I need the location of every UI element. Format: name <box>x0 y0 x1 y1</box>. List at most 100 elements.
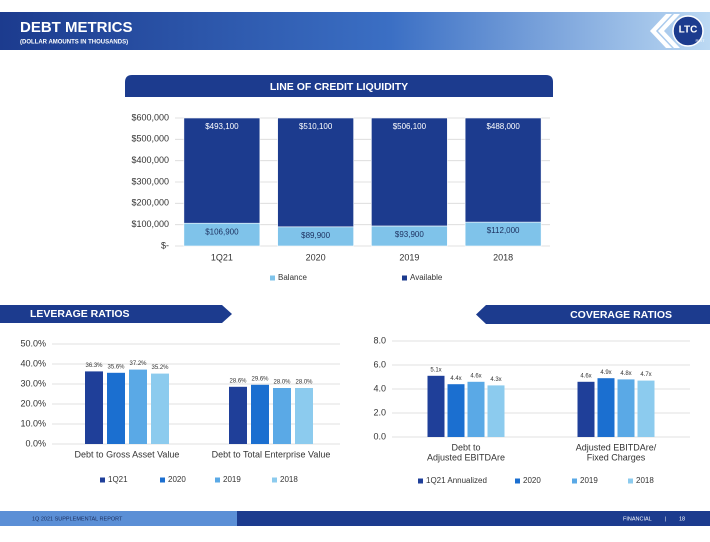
value-label: 37.2% <box>129 361 147 367</box>
bar <box>427 375 445 437</box>
value-label: 28.0% <box>273 380 291 386</box>
logo-subtext: REIT <box>695 38 705 43</box>
x-tick-label: Debt to Gross Asset Value <box>75 449 180 459</box>
chart-title: LINE OF CREDIT LIQUIDITY <box>270 81 408 93</box>
bar <box>251 384 269 444</box>
legend-swatch <box>515 478 520 484</box>
x-tick-label: Adjusted EBITDAre/ <box>576 442 657 452</box>
y-tick-label: 40.0% <box>20 358 46 368</box>
x-tick-label: 1Q21 <box>211 252 233 262</box>
logo-badge <box>672 15 704 47</box>
value-label: $510,100 <box>299 122 333 131</box>
bar <box>85 371 103 444</box>
y-tick-label: $400,000 <box>131 155 169 165</box>
logo-chevron <box>650 14 672 48</box>
legend-label: Balance <box>278 273 307 282</box>
footer-report: 1Q 2021 SUPPLEMENTAL REPORT <box>32 516 123 522</box>
value-label: $106,900 <box>205 227 239 236</box>
y-tick-label: 2.0 <box>373 407 386 417</box>
x-tick-label: Debt to <box>451 442 480 452</box>
bar <box>273 388 291 444</box>
title-banner <box>0 305 232 323</box>
legend-swatch <box>418 478 423 484</box>
footer-separator: | <box>665 516 666 522</box>
bar <box>637 380 655 437</box>
y-tick-label: $- <box>161 240 169 250</box>
y-tick-label: 8.0 <box>373 335 386 345</box>
value-label: 28.0% <box>295 380 313 386</box>
y-tick-label: 30.0% <box>20 378 46 388</box>
y-tick-label: 6.0 <box>373 359 386 369</box>
legend-swatch <box>160 477 165 483</box>
value-label: $89,900 <box>301 231 330 240</box>
bar <box>487 385 505 437</box>
chart-title: COVERAGE RATIOS <box>570 309 672 321</box>
x-tick-label: 2020 <box>306 252 326 262</box>
logo-chevron <box>658 14 680 48</box>
value-label: 4.7x <box>640 372 651 378</box>
legend-swatch <box>402 275 407 281</box>
value-label: 36.3% <box>85 363 103 369</box>
footer-right <box>237 511 710 526</box>
y-tick-label: $300,000 <box>131 176 169 186</box>
x-tick-label: Debt to Total Enterprise Value <box>212 449 331 459</box>
bar <box>577 381 595 437</box>
y-tick-label: $500,000 <box>131 134 169 144</box>
value-label: 4.4x <box>450 376 461 382</box>
value-label: 35.6% <box>107 364 125 370</box>
chart-title: LEVERAGE RATIOS <box>30 308 130 320</box>
page-subtitle: (DOLLAR AMOUNTS IN THOUSANDS) <box>20 40 128 46</box>
y-tick-label: $100,000 <box>131 219 169 229</box>
footer-left <box>0 511 237 526</box>
x-tick-label: 2018 <box>493 252 513 262</box>
bar <box>151 373 169 444</box>
title-banner <box>476 305 710 324</box>
bar <box>467 381 485 437</box>
value-label: $488,000 <box>486 122 520 131</box>
y-tick-label: $600,000 <box>131 112 169 122</box>
y-tick-label: 0.0 <box>373 431 386 441</box>
value-label: 4.9x <box>600 370 611 376</box>
y-tick-label: 10.0% <box>20 418 46 428</box>
value-label: $493,100 <box>205 122 239 131</box>
bar-segment <box>371 117 448 227</box>
value-label: 4.6x <box>580 373 591 379</box>
legend-swatch <box>272 477 277 483</box>
logo: LTC REIT <box>650 14 705 48</box>
legend-label: 2020 <box>168 475 186 484</box>
legend-label: Available <box>410 273 443 282</box>
value-label: $506,100 <box>393 122 427 131</box>
y-tick-label: 20.0% <box>20 398 46 408</box>
value-label: 4.3x <box>490 377 501 383</box>
legend-label: 2018 <box>280 475 298 484</box>
bar <box>107 372 125 444</box>
title-banner <box>125 75 553 97</box>
legend-label: 2019 <box>580 476 598 485</box>
legend-swatch <box>628 478 633 484</box>
x-tick-label: 2019 <box>399 252 419 262</box>
footer-page: 18 <box>679 516 685 522</box>
bar <box>295 388 313 444</box>
y-tick-label: 4.0 <box>373 383 386 393</box>
bar-segment <box>183 117 261 224</box>
page-title: DEBT METRICS <box>20 19 133 36</box>
footer-section: FINANCIAL <box>623 516 652 522</box>
bar <box>447 384 465 437</box>
legend-swatch <box>572 478 577 484</box>
legend-swatch <box>270 275 275 281</box>
bar-segment <box>464 117 542 223</box>
bar <box>129 369 147 444</box>
x-tick-label: Fixed Charges <box>587 452 646 462</box>
legend-label: 1Q21 <box>108 475 128 484</box>
legend-label: 2019 <box>223 475 241 484</box>
legend-label: 2018 <box>636 476 654 485</box>
y-tick-label: 0.0% <box>25 438 46 448</box>
value-label: 4.6x <box>470 373 481 379</box>
legend-swatch <box>100 477 105 483</box>
y-tick-label: 50.0% <box>20 338 46 348</box>
legend-swatch <box>215 477 220 483</box>
value-label: $93,900 <box>395 230 424 239</box>
bar <box>229 386 247 444</box>
value-label: $112,000 <box>487 226 520 235</box>
